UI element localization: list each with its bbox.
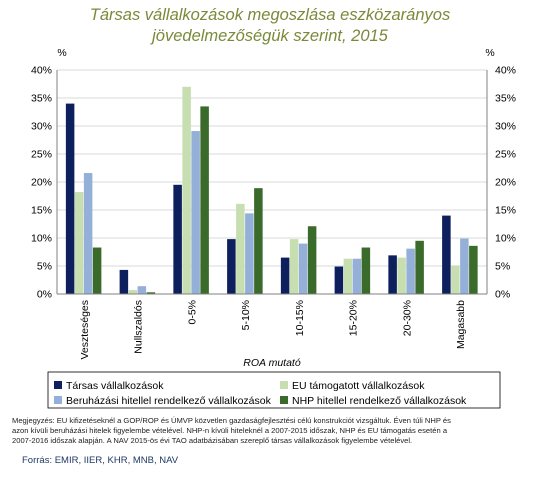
legend-swatch	[280, 381, 288, 389]
y-tick-label-right: 25%	[495, 149, 516, 161]
legend-label: Beruházási hitellel rendelkező vállalkoz…	[66, 395, 272, 407]
bar	[343, 258, 353, 294]
y-tick-label-left: 25%	[31, 149, 52, 161]
note-line1: Megjegyzés: EU kifizetéseknél a GOP/ROP …	[12, 416, 451, 425]
bar	[415, 240, 424, 294]
bar	[137, 286, 147, 294]
bar-chart: 0% 0% 5% 5% 10% 10% 15% 15% 20% 20% 25% 25% 30% 30% 35…	[31, 47, 516, 409]
bar	[397, 257, 406, 294]
x-tick-label: 15-20%	[348, 300, 360, 336]
legend-label: Társas vállalkozások	[66, 380, 164, 392]
note-line2: azon kívüli beruházási hitelek figyelemb…	[12, 426, 448, 435]
bar	[388, 255, 397, 294]
y-tick-label-left: 35%	[31, 93, 52, 105]
bar	[173, 184, 182, 294]
x-tick-label: 5-10%	[240, 300, 252, 330]
legend-swatch	[54, 381, 62, 389]
bar	[92, 247, 102, 294]
bar	[352, 258, 362, 294]
legend-swatch	[280, 396, 288, 404]
bar	[83, 173, 93, 294]
bar	[307, 226, 317, 294]
bar	[182, 86, 191, 294]
y-tick-label-left: 40%	[31, 65, 52, 77]
x-tick-label: Magasabb	[455, 300, 467, 349]
y-tick-label-left: 10%	[31, 233, 52, 245]
y-tick-label-left: 15%	[31, 205, 52, 217]
bar	[460, 238, 469, 294]
bar	[451, 265, 460, 294]
bar	[289, 239, 299, 294]
legend-swatch	[54, 396, 62, 404]
bar	[74, 192, 84, 294]
y-tick-label-right: 35%	[495, 93, 516, 105]
x-tick-label: 20-30%	[401, 300, 413, 336]
legend-label: NHP hitellel rendelkező vállalkozások	[292, 395, 467, 407]
x-tick-label: Veszteséges	[79, 300, 91, 360]
bar	[298, 243, 308, 294]
chart-title-line1: Társas vállalkozások megoszlása eszközar…	[89, 6, 451, 24]
y-tick-label-right: 0%	[495, 289, 510, 301]
bar	[442, 215, 451, 294]
chart-title-line2: jövedelmezőségük szerint, 2015	[152, 27, 388, 45]
y-tick-label-left: 30%	[31, 121, 52, 133]
bar	[119, 269, 129, 294]
y-tick-label-right: 15%	[495, 205, 516, 217]
bar	[334, 266, 344, 294]
y-tick-label-left: 20%	[31, 177, 52, 189]
legend-box	[47, 371, 501, 409]
bar	[191, 131, 200, 294]
y-axis-unit-right: %	[485, 47, 494, 59]
y-tick-label-right: 10%	[495, 233, 516, 245]
y-axis-unit-left: %	[57, 47, 66, 59]
note-line3: 2007-2016 időszak alapján. A NAV 2015-ös…	[12, 436, 413, 445]
bar	[245, 213, 254, 294]
bar	[254, 188, 263, 294]
y-tick-label-left: 0%	[37, 289, 52, 301]
bar	[236, 203, 245, 294]
y-tick-label-left: 5%	[37, 261, 52, 273]
bar	[146, 292, 156, 294]
x-axis-title: ROA mutató	[243, 357, 301, 369]
bar	[361, 247, 371, 294]
y-tick-label-right: 5%	[495, 261, 510, 273]
legend-label: EU támogatott vállalkozások	[292, 380, 425, 392]
source-text: Forrás: EMIR, IIER, KHR, MNB, NAV	[22, 455, 179, 466]
bar	[406, 248, 415, 294]
bar	[469, 245, 478, 294]
x-tick-label: 10-15%	[294, 300, 306, 336]
y-tick-label-right: 20%	[495, 177, 516, 189]
bar	[200, 106, 209, 295]
y-tick-label-right: 40%	[495, 65, 516, 77]
bar	[227, 239, 236, 294]
x-tick-label: Nullszaldós	[133, 300, 145, 354]
bar	[65, 103, 75, 294]
bar	[128, 290, 138, 294]
bar	[280, 257, 290, 294]
x-tick-label: 0-5%	[186, 300, 198, 325]
y-tick-label-right: 30%	[495, 121, 516, 133]
